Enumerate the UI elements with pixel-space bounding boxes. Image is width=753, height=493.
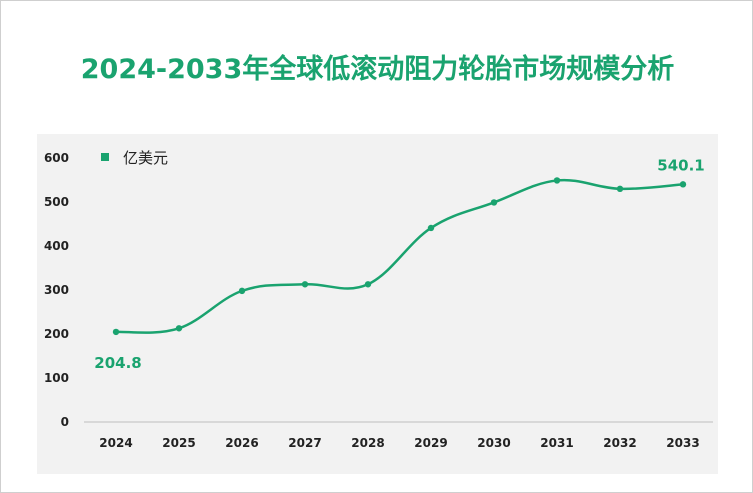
y-tick-label: 0 bbox=[61, 415, 69, 429]
y-tick-label: 600 bbox=[44, 151, 69, 165]
data-label-last: 540.1 bbox=[657, 156, 704, 174]
x-tick-label: 2029 bbox=[414, 436, 447, 450]
x-tick-label: 2024 bbox=[99, 436, 132, 450]
y-tick-label: 200 bbox=[44, 327, 69, 341]
data-point bbox=[427, 224, 435, 232]
data-point bbox=[175, 325, 183, 332]
x-tick-label: 2025 bbox=[162, 436, 195, 450]
data-point bbox=[238, 287, 246, 295]
chart-title: 2024-2033年全球低滚动阻力轮胎市场规模分析 bbox=[80, 54, 675, 85]
y-tick-label: 400 bbox=[44, 239, 69, 253]
data-label-first: 204.8 bbox=[94, 354, 141, 372]
x-tick-label: 2031 bbox=[540, 436, 573, 450]
x-tick-label: 2033 bbox=[666, 436, 699, 450]
y-tick-label: 300 bbox=[44, 283, 69, 297]
plot-area bbox=[37, 134, 718, 474]
data-point bbox=[553, 177, 561, 184]
data-point bbox=[301, 281, 309, 288]
x-tick-label: 2028 bbox=[351, 436, 384, 450]
x-tick-label: 2026 bbox=[225, 436, 258, 450]
data-point bbox=[490, 199, 498, 206]
x-tick-label: 2027 bbox=[288, 436, 321, 450]
x-tick-label: 2030 bbox=[477, 436, 510, 450]
legend-marker bbox=[101, 153, 109, 161]
data-point bbox=[364, 281, 372, 288]
data-point bbox=[679, 181, 687, 188]
y-tick-label: 500 bbox=[44, 195, 69, 209]
data-point bbox=[616, 185, 624, 192]
y-tick-label: 100 bbox=[44, 371, 69, 385]
x-tick-label: 2032 bbox=[603, 436, 636, 450]
legend-label: 亿美元 bbox=[123, 149, 168, 167]
data-point bbox=[112, 328, 120, 336]
series-line bbox=[114, 178, 685, 334]
